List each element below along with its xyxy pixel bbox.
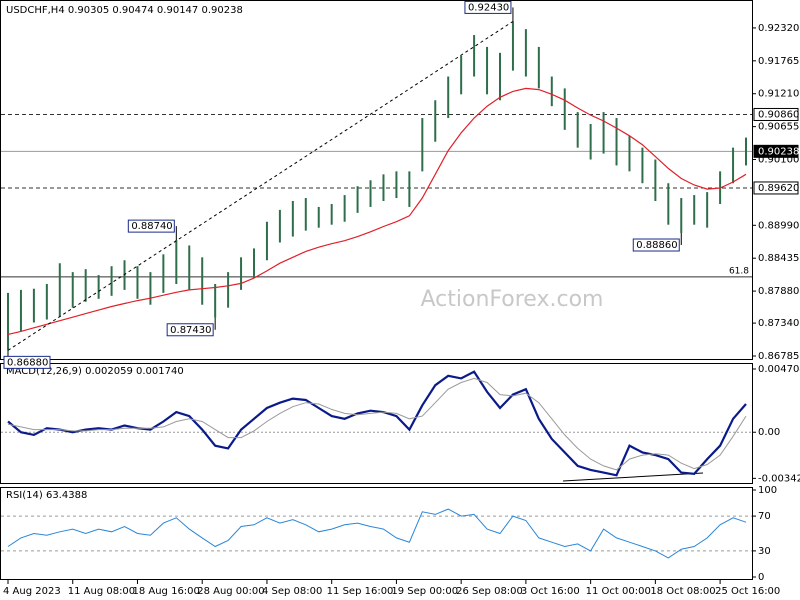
annotation-box [166,323,214,337]
level-label: 0.89620 [758,183,799,194]
rsi-title: RSI(14) 63.4388 [6,490,87,501]
x-tick-label: 26 Sep 08:00 [456,586,523,597]
series-line [7,370,747,477]
y-tick-label: 0.88435 [758,253,799,264]
y-tick-label: 0.91210 [758,89,799,100]
x-tick-label: 4 Sep 08:00 [262,586,322,597]
y-tick-label: 0.91765 [758,56,799,67]
y-tick-label: 0.86785 [758,351,799,362]
y-tick-label: 0.90100 [758,155,799,166]
annotation-label: 0.88860 [636,240,677,251]
level-label: 0.90860 [758,109,799,120]
y-tick-label: 100 [758,485,777,496]
x-tick-label: 28 Aug 00:00 [197,586,264,597]
annotation-box [3,355,51,369]
x-tick-label: 11 Aug 08:00 [68,586,135,597]
y-tick-label: 70 [758,511,771,522]
y-tick-label: 0.87880 [758,286,799,297]
y-tick-label: 0.88990 [758,220,799,231]
series-line [7,87,747,335]
y-tick-label: 0.87340 [758,318,799,329]
chart-title: USDCHF,H4 0.90305 0.90474 0.90147 0.9023… [6,5,243,16]
series-line [7,377,747,471]
y-tick-label: -0.003429 [758,473,800,484]
y-tick-label: 0.004704 [758,364,800,375]
divergence-line [562,472,704,482]
annotation-box [464,0,512,14]
x-tick-label: 18 Oct 08:00 [650,586,715,597]
trend-line [7,20,514,351]
macd-panel [0,363,753,484]
annotation-label: 0.92430 [468,2,509,13]
y-tick-label: 0.92320 [758,23,799,34]
y-tick-label: 30 [758,546,771,557]
x-tick-label: 19 Sep 00:00 [391,586,458,597]
level-box [753,144,799,158]
annotation-box [127,219,175,233]
level-box [753,107,799,121]
y-tick-label: 0.90655 [758,122,799,133]
x-tick-label: 11 Sep 16:00 [327,586,394,597]
x-tick-label: 4 Aug 2023 [3,586,61,597]
annotation-label: 0.88740 [131,221,172,232]
x-tick-label: 3 Oct 16:00 [521,586,580,597]
macd-title: MACD(12,26,9) 0.002059 0.001740 [6,366,184,377]
y-tick-label: 0 [758,572,764,583]
level-box [753,181,799,195]
annotation-box [632,238,680,252]
series-line [7,508,747,559]
rsi-panel [0,487,753,580]
x-tick-label: 11 Oct 00:00 [586,586,651,597]
x-tick-label: 18 Aug 16:00 [132,586,199,597]
annotation-label: 0.86880 [7,357,48,368]
watermark: ActionForex.com [421,287,604,312]
level-label: 0.90238 [758,146,799,157]
annotation-label: 0.87430 [170,325,211,336]
x-tick-label: 25 Oct 16:00 [715,586,780,597]
price-panel [0,0,753,360]
y-tick-label: 0.00 [758,427,780,438]
level-label: 61.8 [729,266,749,276]
